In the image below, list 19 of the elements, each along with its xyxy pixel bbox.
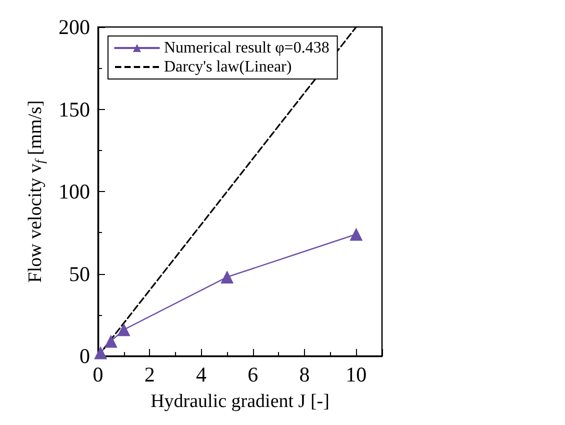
- y-axis-title: Flow velocity vf [mm/s]: [25, 100, 47, 283]
- x-tick-label: 8: [299, 362, 310, 386]
- point: [350, 228, 363, 241]
- y-tick-label: 0: [80, 344, 90, 368]
- point: [94, 346, 108, 360]
- x-tick-label: 6: [248, 362, 258, 386]
- y-tick-label: 100: [58, 180, 90, 204]
- legend-label: Darcy's law(Linear): [164, 58, 292, 76]
- y-tick-label: 200: [58, 15, 90, 39]
- x-tick-label: 2: [144, 362, 155, 386]
- point: [117, 323, 130, 336]
- x-tick-label: 4: [196, 362, 208, 386]
- x-tick-label: 10: [346, 362, 367, 386]
- y-tick-label: 50: [69, 262, 90, 286]
- point: [220, 270, 234, 284]
- y-tick-label: 150: [58, 97, 90, 122]
- legend-label: Numerical result φ=0.438: [164, 40, 330, 56]
- x-axis-title: Hydraulic gradient J [-]: [150, 391, 330, 412]
- point: [104, 334, 118, 348]
